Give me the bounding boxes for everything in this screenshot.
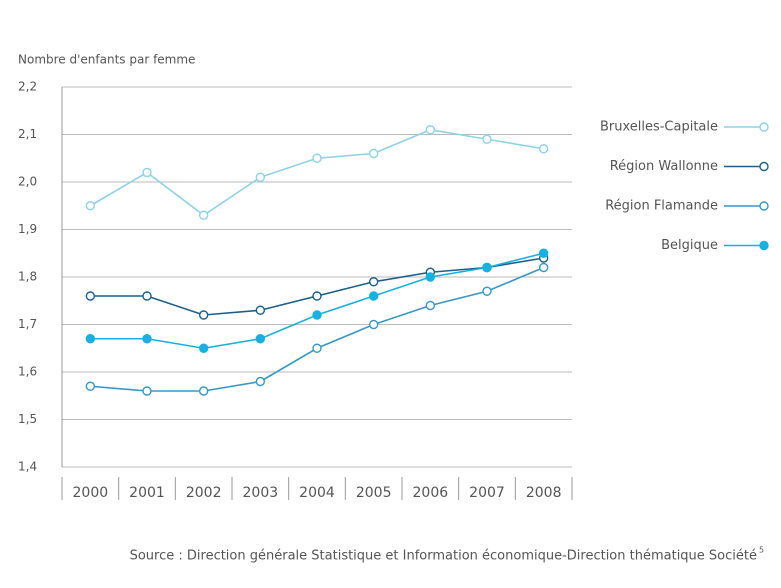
y-tick-label: 1,4 <box>18 460 37 474</box>
y-tick-label: 1,9 <box>18 222 37 236</box>
point <box>368 148 379 159</box>
legend-label: Bruxelles-Capitale <box>600 120 718 135</box>
legend-label: Région Wallonne <box>610 159 718 174</box>
x-tick-label: 2003 <box>243 485 279 501</box>
legend-marker <box>759 122 769 132</box>
point <box>198 310 209 320</box>
point <box>538 248 549 258</box>
y-tick-label: 2,2 <box>18 80 37 94</box>
point <box>142 386 152 396</box>
legend-label: Belgique <box>661 238 718 253</box>
point <box>142 334 152 344</box>
point <box>538 262 549 273</box>
series-line <box>90 252 544 350</box>
legend-marker <box>759 240 769 251</box>
y-tick-label: 1,5 <box>18 412 37 426</box>
point <box>482 286 492 296</box>
source-note: 5 <box>759 546 764 555</box>
point <box>538 144 549 154</box>
point <box>425 125 436 135</box>
point <box>255 305 266 315</box>
x-tick-label: 2004 <box>299 485 335 501</box>
x-tick-label: 2000 <box>73 485 109 501</box>
point <box>85 334 96 344</box>
x-tick-label: 2007 <box>469 485 505 501</box>
y-tick-label: 1,6 <box>18 365 37 379</box>
y-tick-label: 2,0 <box>18 175 37 189</box>
y-tick-label: 1,7 <box>18 317 37 331</box>
point <box>425 272 436 282</box>
source: Source : Direction générale Statistique … <box>130 549 757 564</box>
series-line <box>90 257 544 316</box>
point <box>85 201 96 211</box>
point <box>198 210 209 220</box>
y-tick-label: 1,8 <box>18 270 37 284</box>
point <box>142 291 152 301</box>
point <box>198 386 209 396</box>
x-tick-label: 2001 <box>129 485 165 501</box>
legend-marker <box>759 161 769 172</box>
point <box>368 277 379 287</box>
point <box>142 167 152 178</box>
point <box>255 334 266 344</box>
point <box>198 343 209 353</box>
y-tick-label: 2,1 <box>18 127 37 141</box>
x-tick-label: 2006 <box>413 485 449 501</box>
point <box>482 134 492 144</box>
point <box>312 343 322 353</box>
point <box>368 291 379 301</box>
x-tick-label: 2008 <box>526 485 562 501</box>
point <box>482 262 492 273</box>
point <box>312 310 322 320</box>
point <box>312 291 322 301</box>
series-line <box>89 128 544 217</box>
point <box>312 153 322 163</box>
x-tick-label: 2005 <box>356 485 392 501</box>
legend-marker <box>759 201 769 211</box>
y-axis-label: Nombre d'enfants par femme <box>18 53 195 67</box>
point <box>425 300 436 311</box>
point <box>85 381 96 391</box>
legend-label: Région Flamande <box>605 199 718 214</box>
point <box>255 376 266 387</box>
x-tick-label: 2002 <box>186 485 222 501</box>
point <box>368 319 379 330</box>
point <box>85 291 96 301</box>
point <box>255 172 266 182</box>
